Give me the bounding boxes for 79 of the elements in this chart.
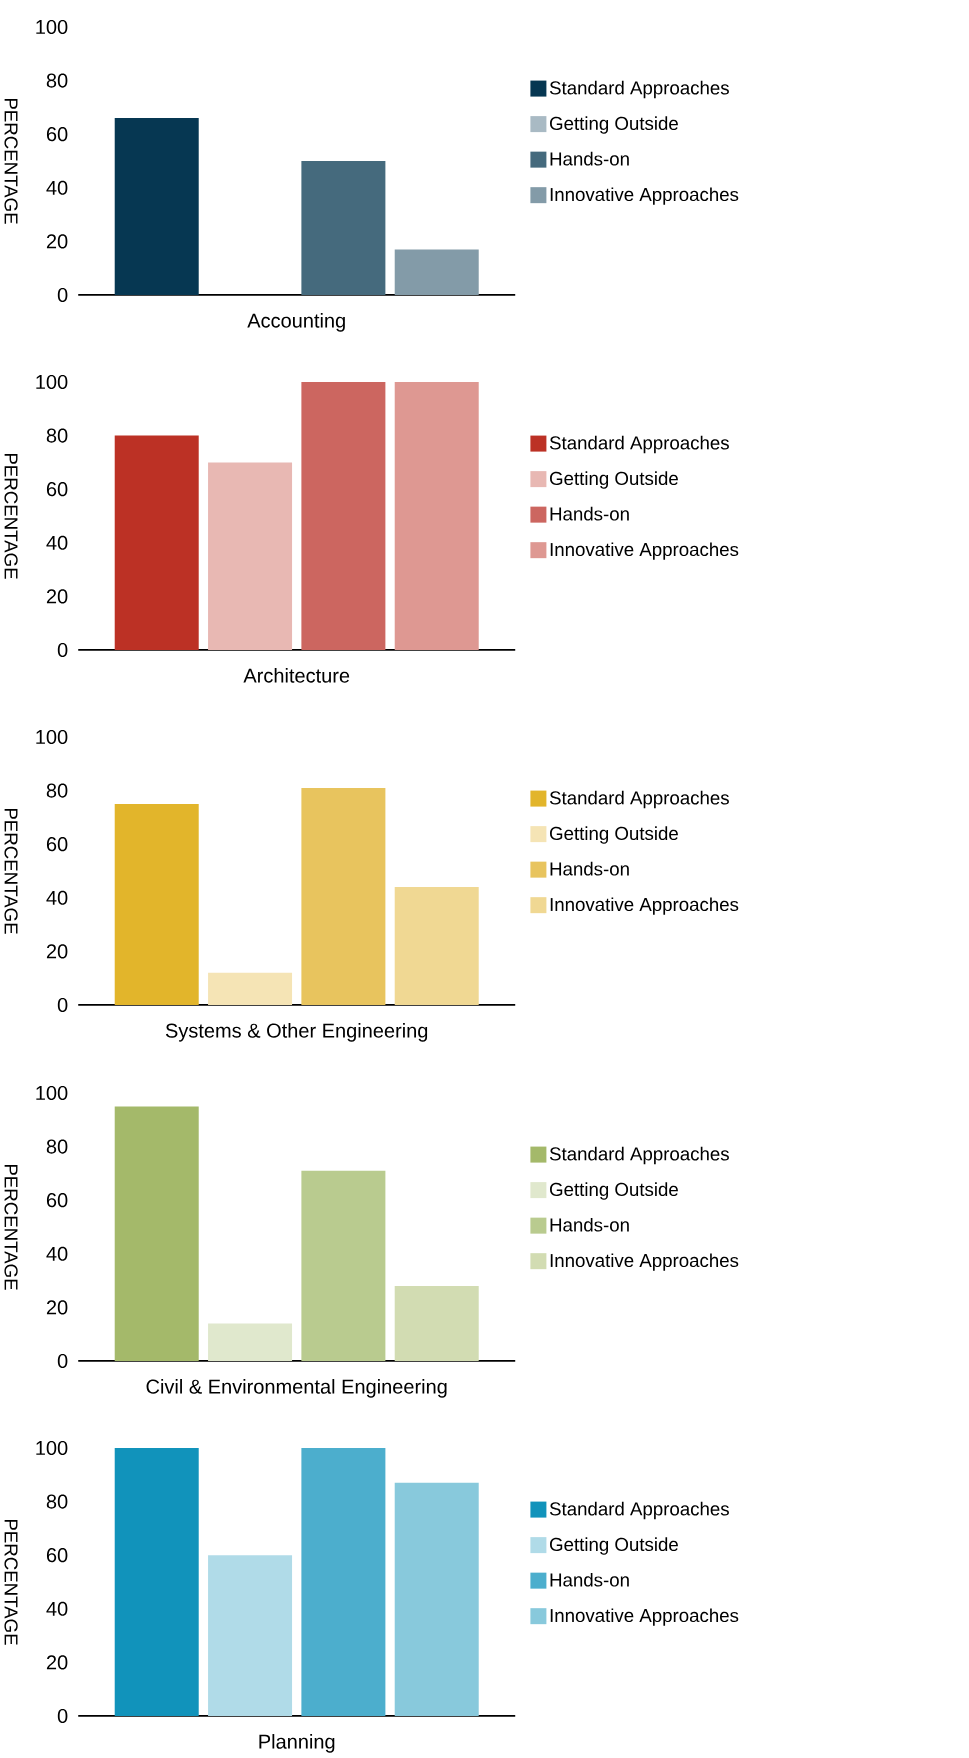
y-tick-label: 0 (57, 1708, 68, 1724)
y-tick-label: 20 (47, 1300, 68, 1315)
legend-label: Getting Outside (550, 826, 679, 844)
bar (301, 1447, 386, 1716)
legend-label: Innovative Approaches (550, 897, 739, 915)
legend-label: Getting Outside (550, 1537, 679, 1555)
bar (208, 462, 293, 650)
y-tick-label: 100 (36, 19, 68, 35)
legend-label: Standard Approaches (550, 1501, 730, 1520)
legend-label: Hands-on (550, 506, 629, 521)
y-tick-label: 0 (57, 1353, 68, 1369)
bar (394, 1285, 479, 1361)
legend-label: Getting Outside (550, 116, 679, 134)
y-axis-title: PERCENTAGE (4, 808, 18, 934)
legend-label: Standard Approaches (550, 790, 730, 809)
bar (208, 972, 293, 1005)
y-tick-label: 40 (46, 1601, 68, 1616)
y-tick-label: 40 (46, 1246, 68, 1261)
y-tick-label: 60 (47, 1548, 68, 1563)
y-tick-label: 20 (47, 234, 68, 249)
y-tick-label: 0 (57, 997, 68, 1013)
y-tick-label: 40 (46, 535, 68, 550)
y-tick-label: 0 (57, 642, 68, 658)
x-tick-label: Architecture (243, 668, 350, 683)
bar (114, 1106, 199, 1361)
bar (394, 1482, 479, 1716)
y-axis-title: PERCENTAGE (4, 1164, 18, 1290)
legend-label: Hands-on (550, 1217, 629, 1232)
legend-label: Innovative Approaches (550, 1608, 739, 1626)
legend-label: Standard Approaches (550, 80, 730, 99)
y-tick-label: 100 (36, 374, 68, 390)
legend-label: Standard Approaches (550, 435, 730, 454)
bar (114, 118, 199, 295)
y-tick-label: 60 (47, 1193, 68, 1208)
y-tick-label: 20 (47, 944, 68, 959)
bar (301, 381, 386, 650)
legend-label: Standard Approaches (550, 1146, 730, 1165)
bar (301, 787, 386, 1005)
y-tick-label: 100 (36, 1085, 68, 1101)
y-tick-label: 60 (47, 837, 68, 852)
y-tick-label: 20 (47, 589, 68, 604)
y-tick-label: 80 (46, 783, 68, 798)
y-tick-label: 100 (36, 1440, 68, 1456)
bar (114, 803, 199, 1005)
y-axis-title: PERCENTAGE (4, 453, 18, 579)
legend-label: Hands-on (550, 151, 629, 166)
bar (301, 1170, 386, 1361)
y-tick-label: 60 (47, 127, 68, 142)
legend-label: Innovative Approaches (550, 542, 739, 560)
bar (114, 1447, 199, 1716)
x-tick-label: Civil & Environmental Engineering (146, 1379, 447, 1398)
y-axis-title: PERCENTAGE (4, 1519, 18, 1645)
bar (301, 160, 386, 295)
y-tick-label: 80 (46, 1494, 68, 1509)
legend-label: Innovative Approaches (550, 1253, 739, 1271)
y-tick-label: 0 (57, 287, 68, 303)
bar (394, 887, 479, 1005)
x-tick-label: Systems & Other Engineering (166, 1023, 428, 1042)
bar (394, 381, 479, 650)
y-axis-title: PERCENTAGE (4, 98, 18, 224)
bar (394, 249, 479, 295)
bar (208, 1323, 293, 1361)
legend-label: Innovative Approaches (550, 187, 739, 205)
y-tick-label: 80 (46, 428, 68, 443)
bar (208, 1555, 293, 1716)
bar (114, 435, 199, 650)
legend-label: Getting Outside (550, 1182, 679, 1200)
y-tick-label: 40 (46, 180, 68, 195)
x-tick-label: Accounting (247, 313, 346, 332)
y-tick-label: 60 (47, 482, 68, 497)
y-tick-label: 40 (46, 890, 68, 905)
legend-label: Hands-on (550, 1572, 629, 1587)
legend-label: Getting Outside (550, 471, 679, 489)
legend-label: Hands-on (550, 861, 629, 876)
y-tick-label: 80 (46, 1139, 68, 1154)
y-tick-label: 80 (46, 73, 68, 88)
y-tick-label: 20 (47, 1655, 68, 1670)
x-tick-label: Planning (259, 1734, 335, 1753)
y-tick-label: 100 (36, 729, 68, 745)
